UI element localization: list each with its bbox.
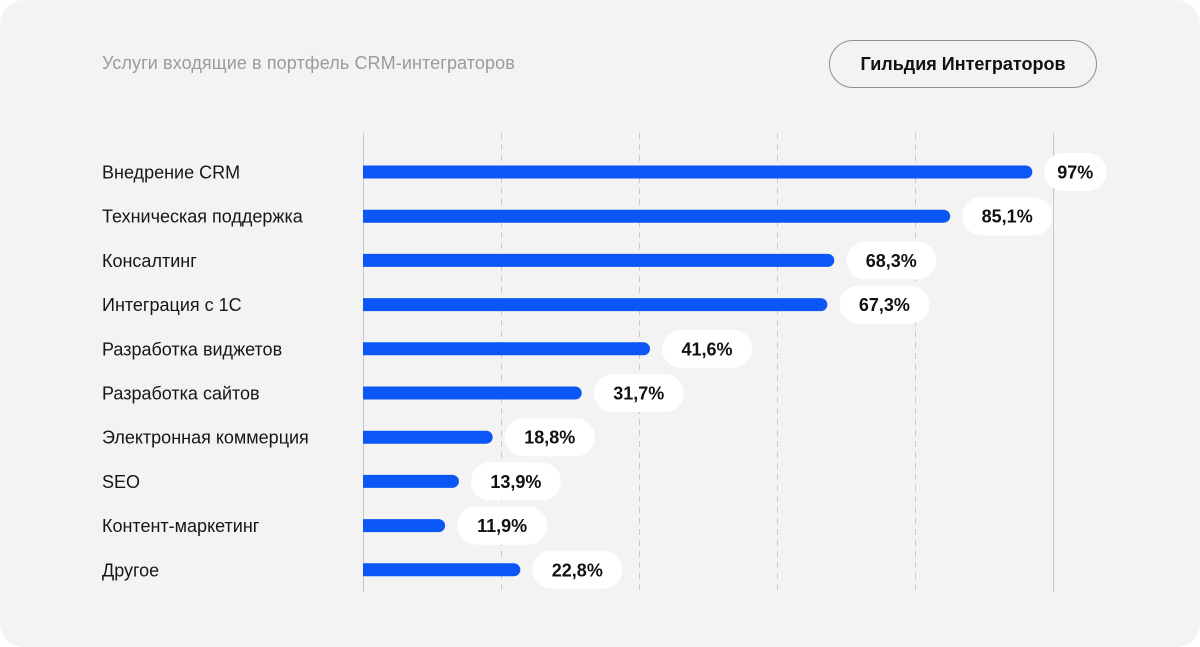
value-bubble [662, 329, 753, 368]
bar [363, 209, 951, 223]
category-label: Другое [102, 560, 159, 580]
value-label: 97% [1057, 163, 1093, 183]
value-label: 22,8% [552, 560, 603, 580]
bar [363, 253, 835, 267]
value-bubble [962, 197, 1053, 236]
value-bubble [470, 462, 561, 501]
value-label: 67,3% [859, 295, 910, 315]
bar [363, 563, 521, 577]
category-label: Разработка сайтов [102, 384, 260, 404]
value-bubble [504, 418, 595, 457]
category-label: Консалтинг [102, 251, 197, 271]
bar [363, 298, 828, 312]
value-label: 13,9% [490, 472, 541, 492]
category-label: Внедрение CRM [102, 163, 240, 183]
category-label: Техническая поддержка [102, 207, 304, 227]
gridlines [363, 133, 1054, 592]
bar [363, 474, 459, 488]
value-bubble [846, 241, 937, 280]
bar [363, 519, 446, 533]
value-bubble [1044, 153, 1107, 191]
category-label: Интеграция с 1С [102, 295, 242, 315]
category-label: Электронная коммерция [102, 428, 309, 448]
bar [363, 165, 1033, 179]
value-label: 41,6% [682, 339, 733, 359]
value-label: 31,7% [613, 384, 664, 404]
value-bubble [839, 285, 930, 324]
bar [363, 342, 651, 356]
chart-subtitle: Услуги входящие в портфель CRM-интеграто… [102, 53, 515, 73]
value-label: 18,8% [524, 428, 575, 448]
value-label: 11,9% [477, 516, 527, 536]
bar [363, 430, 493, 444]
category-label: SEO [102, 472, 140, 492]
category-label: Контент-маркетинг [102, 516, 260, 536]
value-bubble [532, 550, 623, 589]
value-bubble [593, 374, 684, 412]
value-label: 68,3% [866, 251, 917, 271]
brand-badge[interactable]: Гильдия Интеграторов [829, 40, 1097, 88]
bar [363, 386, 582, 400]
value-label: 85,1% [982, 207, 1033, 227]
value-bubble [457, 506, 548, 545]
category-label: Разработка виджетов [102, 339, 282, 359]
